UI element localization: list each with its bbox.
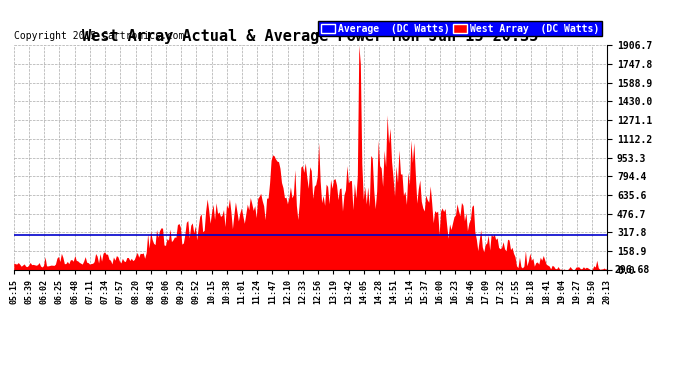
Legend: Average  (DC Watts), West Array  (DC Watts): Average (DC Watts), West Array (DC Watts… xyxy=(317,21,602,36)
Title: West Array Actual & Average Power Mon Jun 15 20:35: West Array Actual & Average Power Mon Ju… xyxy=(82,29,539,44)
Text: 296.68: 296.68 xyxy=(0,217,1,253)
Text: Copyright 2015 Cartronics.com: Copyright 2015 Cartronics.com xyxy=(14,32,184,41)
Text: 296.68: 296.68 xyxy=(614,265,649,275)
